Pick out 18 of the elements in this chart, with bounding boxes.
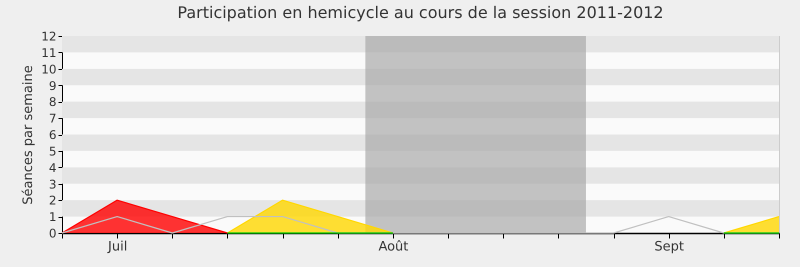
y-tick-label: 5 (48, 144, 56, 158)
y-tick-label: 4 (48, 160, 56, 175)
y-tick-label: 9 (48, 78, 56, 93)
x-tick-label: Août (378, 240, 408, 254)
y-tick-label: 6 (48, 128, 56, 142)
y-tick-label: 1 (48, 210, 56, 224)
x-tick-label: Juil (107, 240, 128, 254)
y-tick-label: 10 (41, 62, 56, 76)
y-tick-label: 2 (48, 194, 56, 208)
y-tick-label: 8 (48, 95, 56, 110)
y-tick-label: 11 (41, 46, 56, 60)
y-tick-label: 12 (41, 30, 56, 44)
y-tick-label: 0 (48, 226, 56, 240)
y-tick-label: 3 (48, 177, 56, 192)
y-tick-label: 7 (48, 112, 56, 126)
y-axis-title: Séances par semaine (21, 65, 36, 205)
x-tick-label: Sept (654, 240, 684, 254)
chart-title: Participation en hemicycle au cours de la session 2011-2012 (177, 3, 664, 22)
